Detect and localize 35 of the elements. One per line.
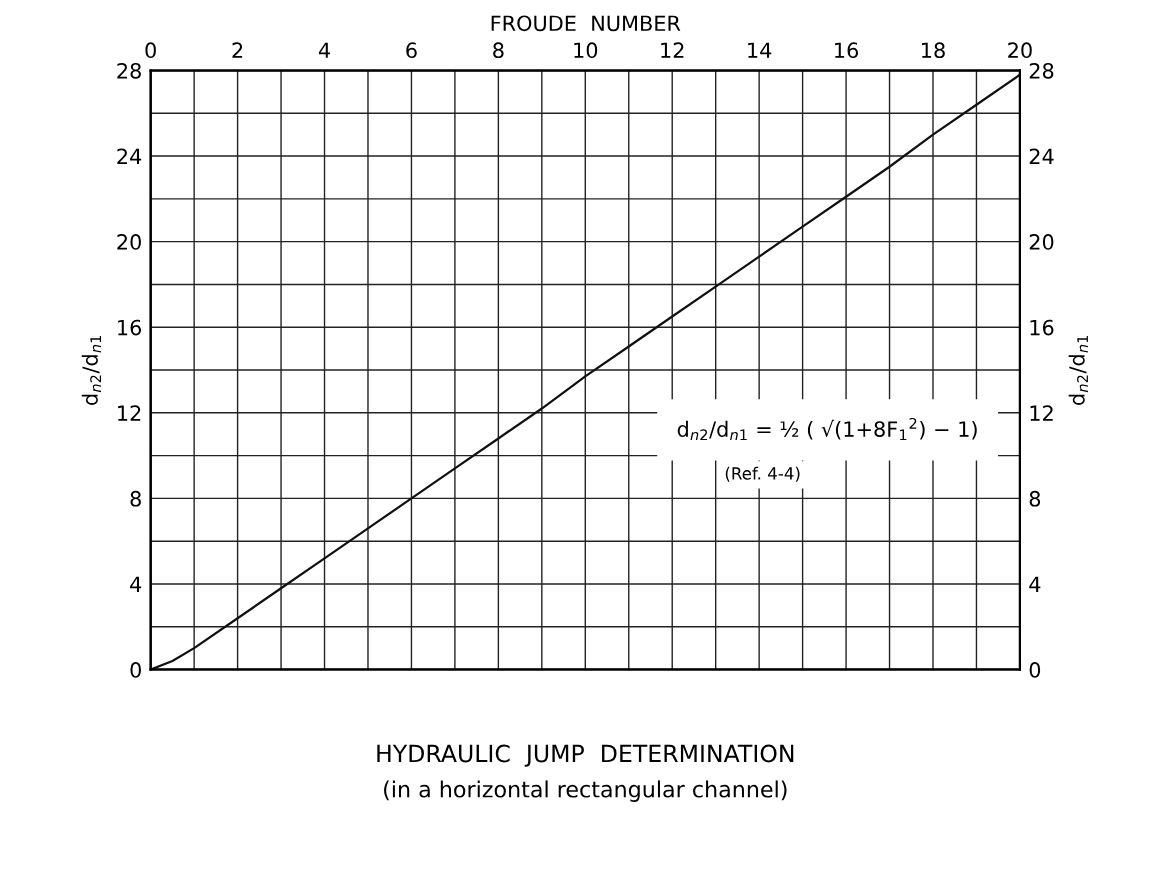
y-tick-label: 0 — [130, 662, 141, 678]
x-tick-label: 18 — [922, 42, 945, 59]
x-tick-label: 14 — [748, 42, 772, 58]
y-tick-label: 4 — [130, 576, 142, 592]
x-tick-label: 4 — [318, 42, 330, 58]
y-tick-label: 20 — [117, 234, 141, 250]
y2-tick-label: 20 — [1029, 234, 1054, 250]
annotation: d$_{n2}$/d$_{n1}$ = ½ ( √(1+8F$_{1}$$^{2}$) − 1) — [677, 417, 977, 441]
y-tick-label: 28 — [117, 62, 141, 79]
y2-axis-title: d$_{n2}$/d$_{n1}$ — [1068, 335, 1088, 405]
x-tick-label: 12 — [661, 42, 684, 58]
y-tick-label: 12 — [118, 405, 141, 421]
x-tick-label: 8 — [493, 42, 504, 59]
y2-tick-label: 0 — [1029, 662, 1041, 678]
y-tick-label: 16 — [118, 319, 142, 336]
x-tick-label: 0 — [145, 42, 156, 59]
line-series — [150, 73, 1020, 670]
x-tick-label: 20 — [1008, 42, 1032, 59]
text: HYDRAULIC JUMP DETERMINATION — [377, 744, 794, 767]
y-tick-label: 8 — [130, 490, 141, 507]
x-axis-title: FROUDE NUMBER — [491, 15, 681, 32]
y2-tick-label: 8 — [1029, 490, 1041, 507]
x-tick-label: 16 — [835, 42, 859, 59]
annotation: (Ref. 4-4) — [725, 466, 800, 482]
x-tick-label: 10 — [574, 42, 598, 59]
y-axis-title: d$_{n2}$/d$_{n1}$ — [81, 335, 102, 405]
y2-tick-label: 28 — [1029, 62, 1054, 79]
y2-tick-label: 16 — [1030, 319, 1054, 336]
x-tick-label: 6 — [406, 42, 417, 59]
text: (in a horizontal rectangular channel) — [384, 780, 787, 802]
y2-tick-label: 24 — [1029, 148, 1054, 164]
x-tick-label: 2 — [232, 42, 243, 58]
y-tick-label: 24 — [117, 148, 142, 164]
y2-tick-label: 12 — [1030, 405, 1053, 421]
y2-tick-label: 4 — [1029, 576, 1041, 592]
